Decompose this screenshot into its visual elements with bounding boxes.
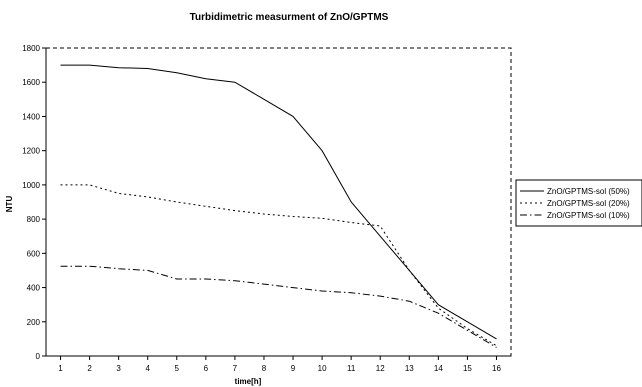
y-tick-label: 1800	[22, 44, 40, 53]
x-tick-label: 10	[318, 364, 327, 373]
y-tick-label: 200	[27, 318, 41, 327]
y-tick-label: 1600	[22, 78, 40, 87]
x-tick-label: 6	[204, 364, 209, 373]
y-tick-label: 1000	[22, 181, 40, 190]
x-tick-label: 15	[463, 364, 472, 373]
x-tick-label: 7	[233, 364, 238, 373]
x-axis-label: time[h]	[235, 377, 262, 386]
y-tick-label: 1400	[22, 112, 40, 121]
chart-title: Turbidimetric measurment of ZnO/GPTMS	[190, 12, 389, 23]
x-tick-label: 3	[116, 364, 121, 373]
series-layer	[60, 64, 497, 348]
y-axis-ticks: 0 200 400 600 800 1000 1200 1400 1600 1800	[22, 44, 46, 361]
x-tick-label: 14	[434, 364, 443, 373]
x-tick-label: 8	[262, 364, 267, 373]
x-tick-label: 16	[492, 364, 501, 373]
series-line-2	[60, 184, 497, 347]
plot-area-frame	[45, 47, 512, 357]
x-tick-label: 1	[58, 364, 63, 373]
y-tick-label: 1200	[22, 147, 40, 156]
legend-label-3: ZnO/GPTMS-sol (10%)	[547, 211, 630, 220]
series-line-3	[60, 265, 497, 348]
x-tick-label: 11	[347, 364, 356, 373]
y-tick-label: 600	[27, 249, 41, 258]
legend: ZnO/GPTMS-sol (50%) ZnO/GPTMS-sol (20%) Zn…	[520, 187, 630, 220]
legend-label-2: ZnO/GPTMS-sol (20%)	[547, 199, 630, 208]
series-line-1	[60, 64, 497, 340]
x-tick-label: 4	[145, 364, 150, 373]
x-tick-label: 9	[291, 364, 296, 373]
y-tick-label: 800	[27, 215, 41, 224]
y-tick-label: 400	[27, 284, 41, 293]
x-tick-label: 5	[175, 364, 180, 373]
x-tick-label: 13	[405, 364, 414, 373]
y-tick-label: 0	[36, 352, 41, 361]
y-axis-label: NTU	[5, 196, 14, 213]
x-axis-ticks: 1 2 3 4 5 6 7 8 9 10 11 12 13 14 15 16	[58, 356, 501, 373]
legend-label-1: ZnO/GPTMS-sol (50%)	[547, 187, 630, 196]
x-tick-label: 2	[87, 364, 92, 373]
x-tick-label: 12	[376, 364, 385, 373]
